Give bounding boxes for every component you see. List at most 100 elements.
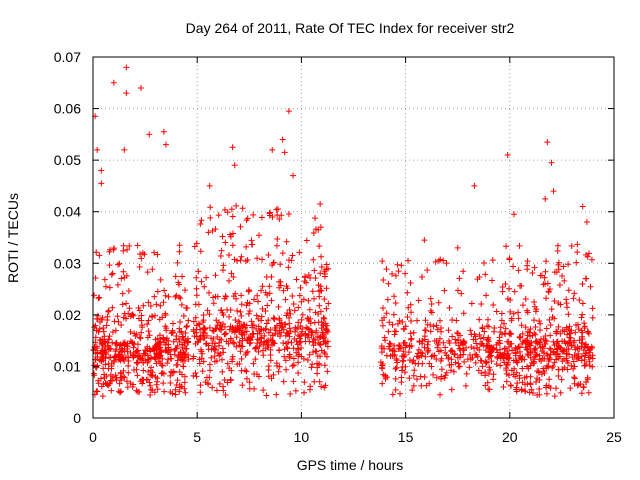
data-point xyxy=(419,360,426,367)
data-point xyxy=(445,327,452,334)
data-point xyxy=(407,336,414,343)
data-point xyxy=(230,293,237,300)
data-point xyxy=(426,380,433,387)
data-point xyxy=(508,331,515,338)
data-point xyxy=(280,326,287,333)
data-point xyxy=(252,356,259,363)
data-point xyxy=(574,249,581,256)
data-point xyxy=(283,366,290,373)
data-point xyxy=(176,248,183,255)
data-point xyxy=(218,247,225,254)
data-point xyxy=(317,270,324,277)
data-point xyxy=(399,318,406,325)
data-point xyxy=(207,214,214,221)
data-point xyxy=(530,317,537,324)
data-point xyxy=(414,353,421,360)
data-point xyxy=(302,338,309,345)
data-point xyxy=(458,290,465,297)
data-point xyxy=(287,328,294,335)
data-point xyxy=(225,340,232,347)
data-point xyxy=(540,365,547,372)
data-point xyxy=(138,312,145,319)
data-point xyxy=(146,131,153,138)
data-point xyxy=(112,348,119,355)
data-point xyxy=(224,379,231,386)
data-point xyxy=(103,322,110,329)
data-point xyxy=(476,274,483,281)
data-point xyxy=(524,258,531,265)
data-point xyxy=(163,325,170,332)
data-point xyxy=(459,341,466,348)
data-point xyxy=(219,368,226,375)
data-point xyxy=(185,356,192,363)
data-point xyxy=(237,308,244,315)
data-point xyxy=(533,379,539,386)
data-point xyxy=(527,325,534,332)
data-point xyxy=(415,346,422,353)
data-point xyxy=(479,340,486,347)
data-point xyxy=(531,356,538,363)
y-tick-label: 0.01 xyxy=(54,358,81,374)
data-point xyxy=(96,337,103,344)
data-point xyxy=(232,317,239,324)
data-point xyxy=(124,354,131,361)
data-point xyxy=(258,317,265,324)
data-point xyxy=(231,340,238,347)
data-point xyxy=(296,333,303,340)
data-point xyxy=(265,317,272,324)
data-point xyxy=(537,320,544,327)
data-point xyxy=(286,354,293,361)
data-point xyxy=(540,281,547,288)
data-point xyxy=(243,302,250,309)
data-point xyxy=(297,284,304,291)
y-axis-label: ROTI / TECUs xyxy=(5,193,21,283)
data-point xyxy=(531,299,538,306)
data-point xyxy=(185,352,192,359)
data-point xyxy=(282,321,289,328)
data-point xyxy=(419,340,426,347)
data-point xyxy=(586,349,593,356)
data-point xyxy=(542,340,549,347)
data-point xyxy=(557,330,564,337)
data-point xyxy=(378,345,385,352)
data-point xyxy=(99,355,106,362)
data-point xyxy=(446,304,453,311)
data-point xyxy=(179,333,186,340)
data-point xyxy=(526,329,533,336)
data-point xyxy=(125,369,132,376)
data-point xyxy=(195,320,202,327)
data-point xyxy=(511,288,518,295)
data-point xyxy=(498,317,505,324)
data-point xyxy=(553,385,560,392)
data-point xyxy=(485,348,492,355)
data-point xyxy=(531,347,538,354)
data-point xyxy=(220,387,227,394)
data-point xyxy=(198,217,205,224)
data-point xyxy=(238,355,245,362)
data-point xyxy=(147,302,154,309)
data-point xyxy=(570,358,577,365)
data-point xyxy=(292,387,299,394)
data-point xyxy=(435,348,442,355)
data-point xyxy=(117,369,124,376)
data-point xyxy=(181,379,188,386)
data-point xyxy=(519,302,526,309)
data-point xyxy=(490,345,497,352)
data-point xyxy=(243,368,250,375)
data-point xyxy=(393,364,400,371)
data-point xyxy=(392,272,399,279)
data-point xyxy=(482,271,489,278)
data-point xyxy=(483,359,490,366)
data-point xyxy=(554,338,561,345)
data-point xyxy=(467,327,474,334)
data-point xyxy=(390,311,397,318)
data-point xyxy=(284,345,291,352)
data-point xyxy=(389,391,396,398)
data-point xyxy=(199,332,206,339)
data-point xyxy=(167,380,174,387)
data-point xyxy=(490,376,497,383)
data-point xyxy=(99,314,106,321)
data-point xyxy=(197,389,204,396)
data-point xyxy=(286,325,293,332)
data-point xyxy=(319,329,326,336)
